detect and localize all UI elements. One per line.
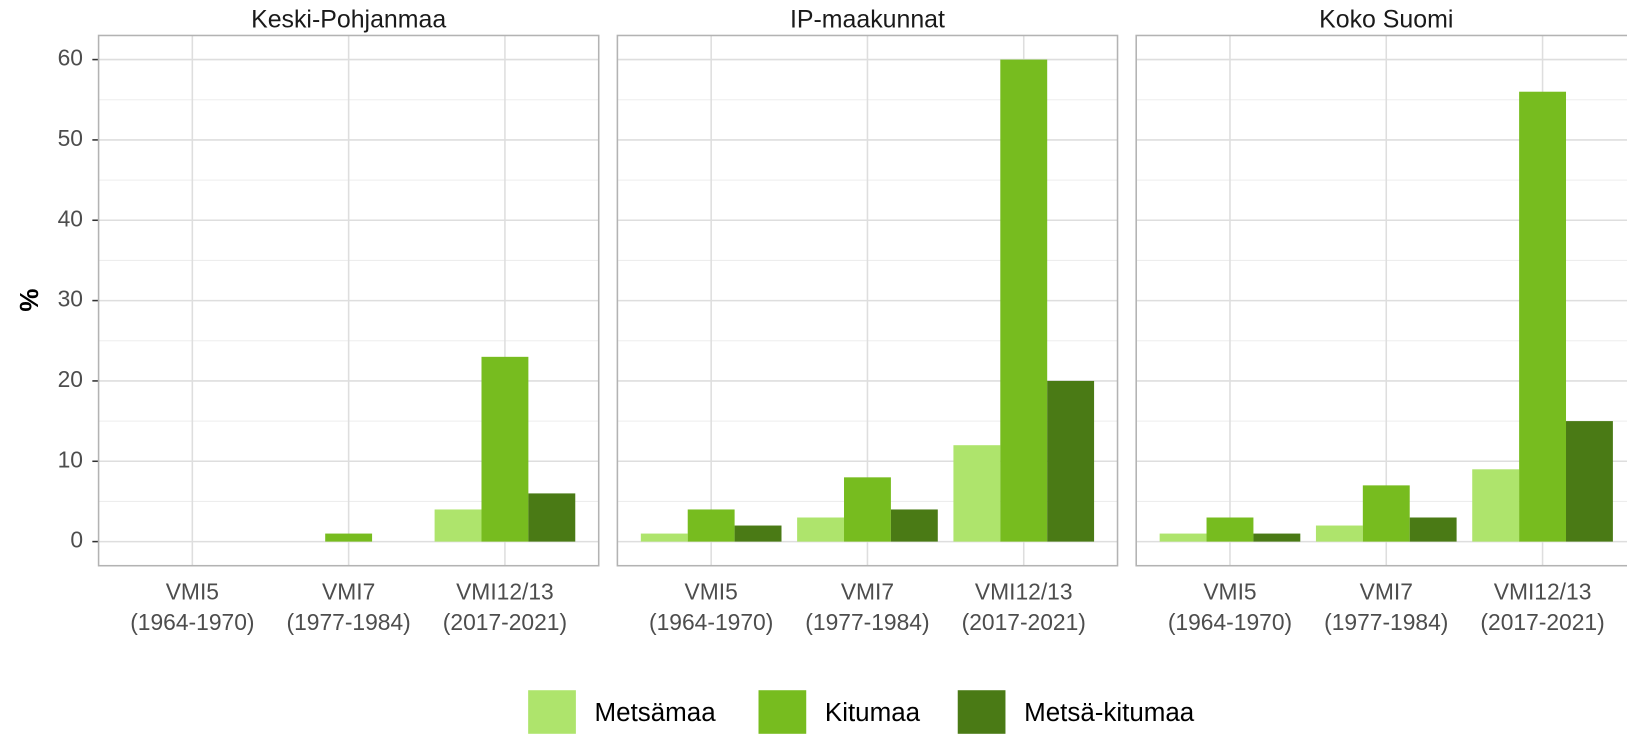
x-tick-label: (2017-2021) (1480, 609, 1604, 635)
legend-swatch (758, 690, 807, 734)
bar (734, 525, 782, 542)
bar (797, 517, 845, 542)
x-tick-label: VMI5 (685, 579, 738, 605)
bar (844, 477, 891, 542)
x-tick-label: (1964-1970) (649, 609, 773, 635)
bar (434, 509, 482, 542)
legend-swatch (957, 690, 1006, 734)
panel-border (97, 34, 600, 567)
bar (325, 533, 373, 542)
bar (1206, 517, 1254, 542)
y-axis-label: % (16, 289, 44, 312)
x-tick-label: VMI5 (166, 579, 219, 605)
legend-swatch (528, 690, 576, 734)
x-tick-label: (1964-1970) (130, 609, 254, 635)
y-tick-label: 10 (58, 446, 83, 472)
y-tick-label: 40 (58, 205, 83, 231)
y-tick-label: 0 (70, 527, 83, 553)
bar (687, 509, 735, 542)
bar (1253, 533, 1301, 542)
x-tick-label: (1977-1984) (805, 609, 929, 635)
bar (1315, 525, 1363, 542)
y-tick-label: 60 (58, 45, 83, 71)
bar (953, 445, 1001, 542)
bar (1047, 380, 1095, 542)
panel-border (1135, 34, 1627, 567)
x-tick-label: VMI12/13 (1494, 579, 1592, 605)
x-tick-label: (1977-1984) (286, 609, 410, 635)
bar (640, 533, 688, 542)
bar (528, 493, 576, 542)
bar (481, 356, 529, 542)
x-tick-label: VMI12/13 (456, 579, 554, 605)
bar (890, 509, 938, 542)
bar (1472, 469, 1520, 542)
panel-title: Koko Suomi (1319, 6, 1453, 34)
legend-label: Kitumaa (825, 699, 921, 727)
y-tick-label: 30 (58, 286, 83, 312)
bar (1159, 533, 1207, 542)
x-tick-label: (2017-2021) (443, 609, 567, 635)
bar (1409, 517, 1457, 542)
bar (1362, 485, 1410, 542)
x-tick-label: (1964-1970) (1168, 609, 1292, 635)
x-tick-label: VMI5 (1203, 579, 1256, 605)
x-tick-label: VMI12/13 (975, 579, 1073, 605)
x-tick-label: VMI7 (1360, 579, 1413, 605)
bar (1519, 91, 1567, 542)
y-tick-label: 50 (58, 125, 83, 151)
x-tick-label: VMI7 (841, 579, 894, 605)
y-tick-label: 20 (58, 366, 83, 392)
legend-label: Metsä-kitumaa (1024, 699, 1195, 727)
x-tick-label: (1977-1984) (1324, 609, 1448, 635)
x-tick-label: (2017-2021) (962, 609, 1086, 635)
x-tick-label: VMI7 (322, 579, 375, 605)
bar (1566, 421, 1613, 542)
panel-title: Keski-Pohjanmaa (251, 6, 446, 34)
panel-border (616, 34, 1119, 567)
panel-title: IP-maakunnat (790, 6, 945, 34)
legend-label: Metsämaa (595, 699, 717, 727)
bar (1000, 59, 1048, 542)
